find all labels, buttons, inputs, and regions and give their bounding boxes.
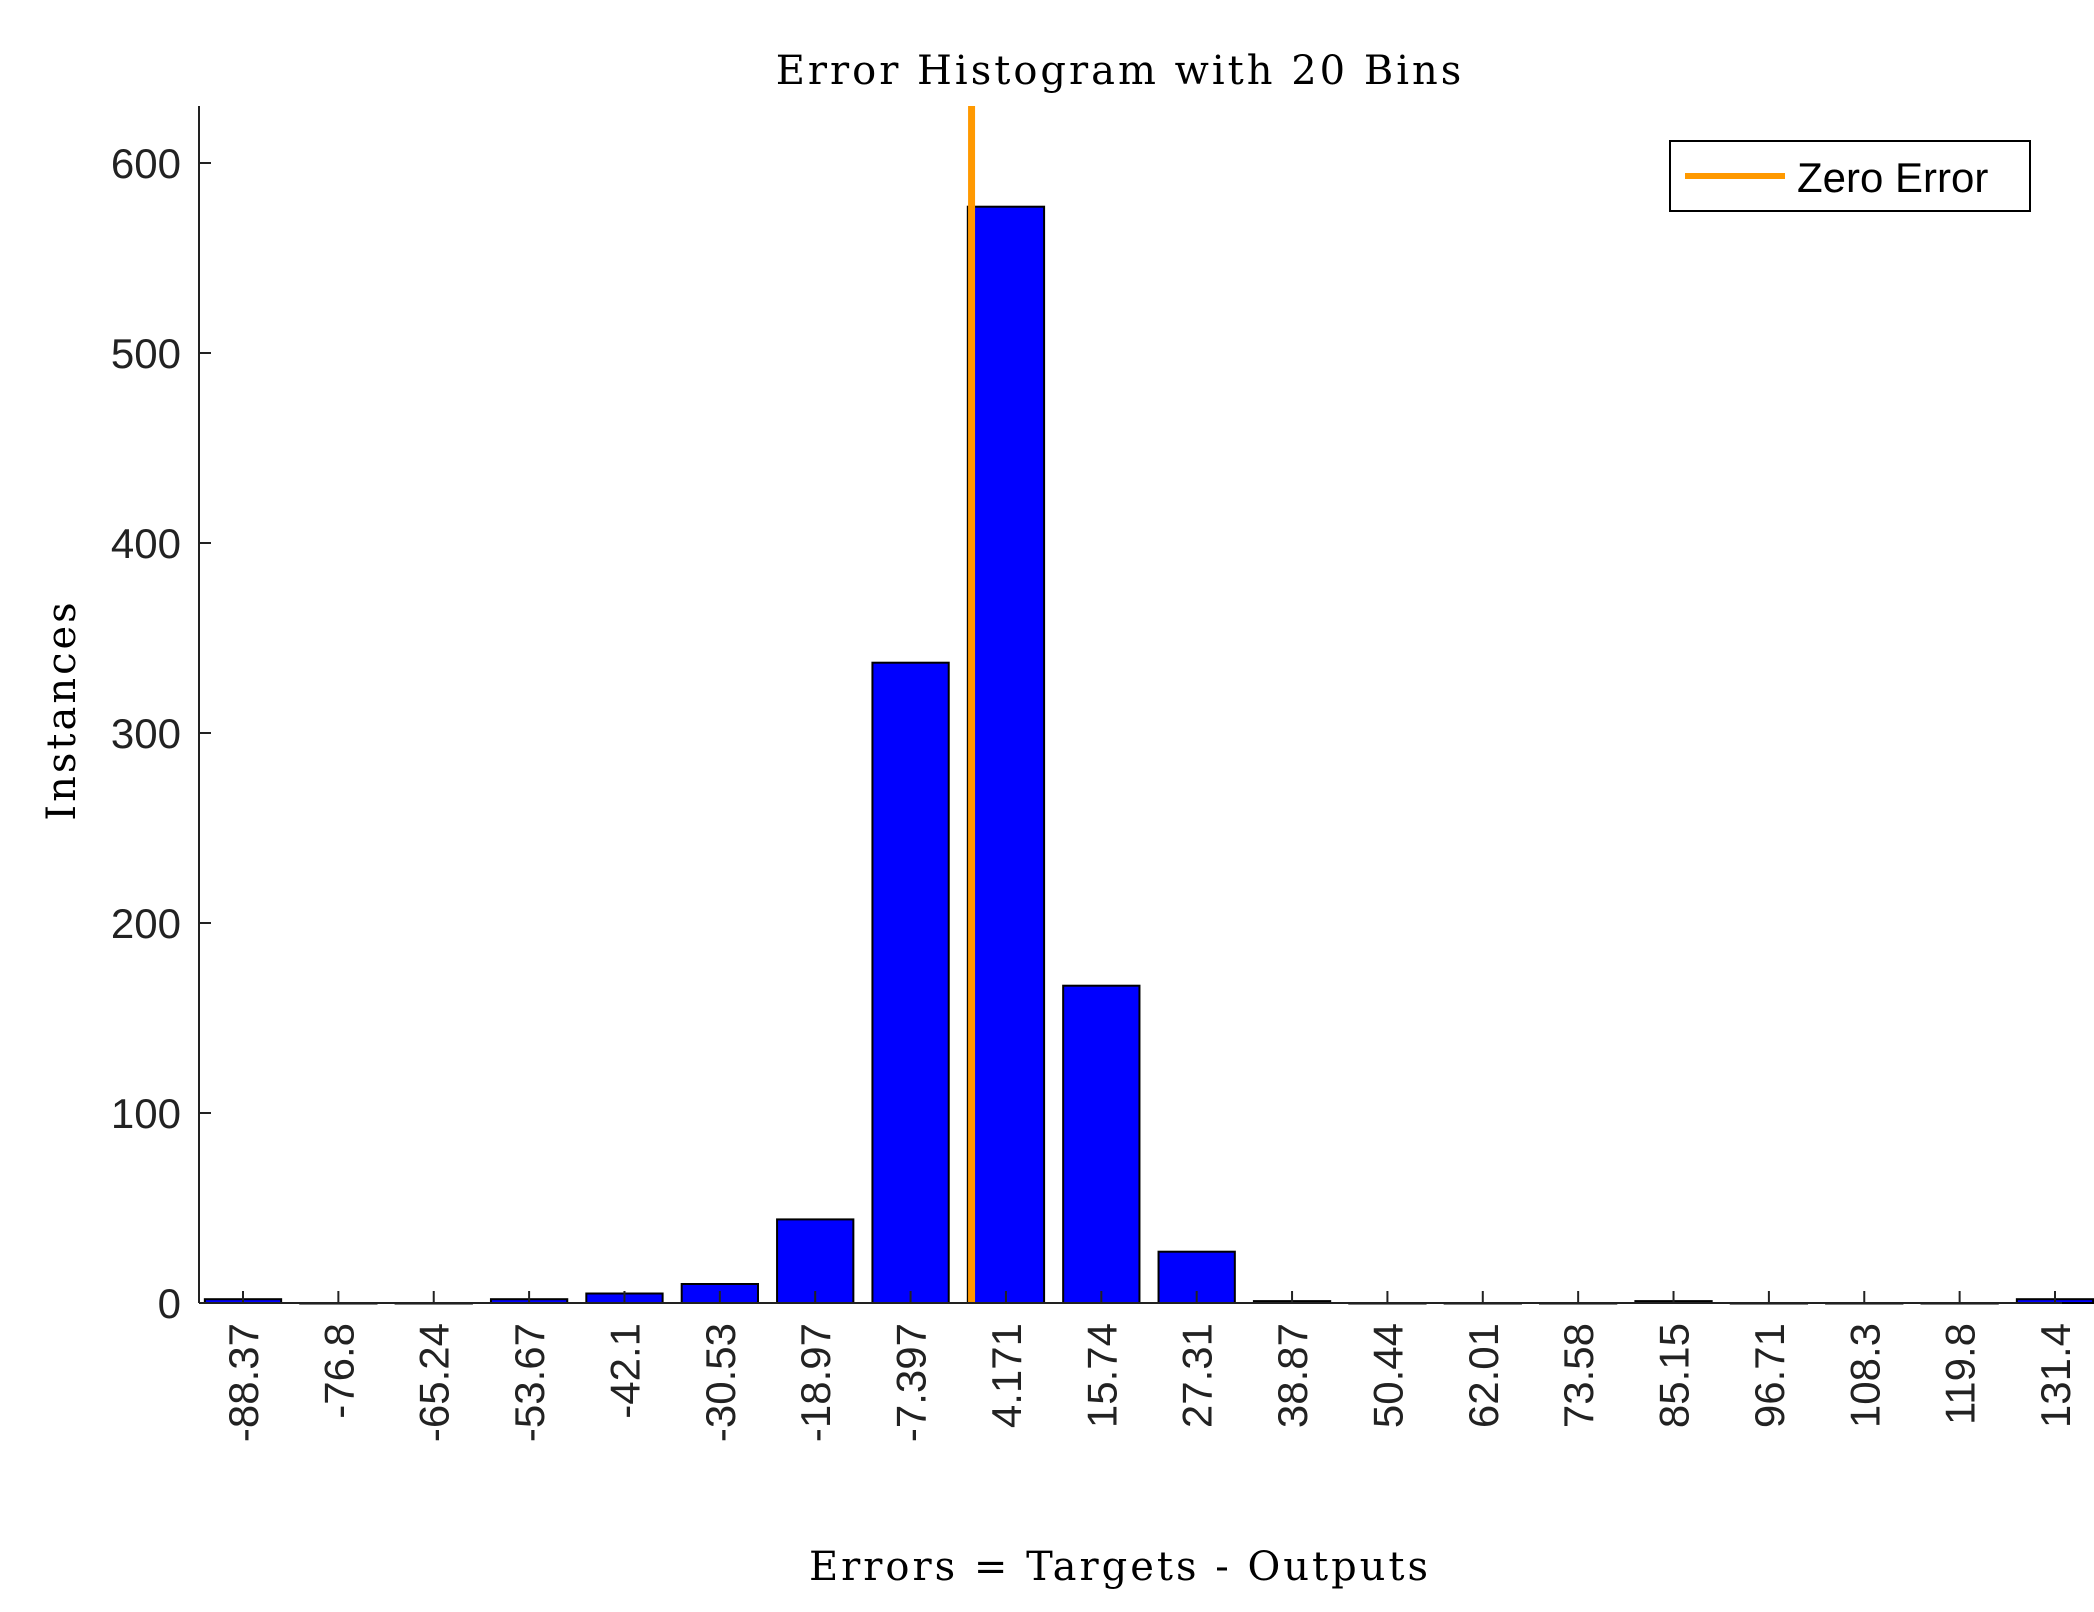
x-tick-label: 119.8: [1937, 1323, 1984, 1425]
x-tick-label: 131.4: [2032, 1323, 2079, 1428]
x-tick-label: -7.397: [888, 1323, 935, 1442]
x-tick-label: -30.53: [697, 1323, 744, 1442]
x-tick-label: 62.01: [1460, 1323, 1507, 1428]
x-tick-label: 73.58: [1555, 1323, 1602, 1428]
y-tick-label: 300: [111, 710, 181, 757]
x-axis-label: Errors = Targets - Outputs: [809, 1544, 1431, 1590]
x-tick-label: -76.8: [315, 1323, 362, 1419]
x-tick-label: 96.71: [1746, 1323, 1793, 1428]
y-tick-label: 600: [111, 140, 181, 187]
x-tick-label: 27.31: [1174, 1323, 1221, 1428]
x-tick-label: 108.3: [1841, 1323, 1888, 1428]
y-tick-label: 500: [111, 330, 181, 377]
x-tick-label: -88.37: [220, 1323, 267, 1442]
x-tick-label: 15.74: [1078, 1323, 1125, 1428]
y-ticks-group: 0 100 200 300 400 500 600: [111, 140, 211, 1327]
x-tick-label: -18.97: [792, 1323, 839, 1442]
histogram-bar: [1062, 984, 1141, 1304]
y-axis-label: Instances: [39, 599, 85, 820]
x-tick-label: -65.24: [411, 1323, 458, 1442]
y-tick-label: 400: [111, 520, 181, 567]
x-tick-label: 50.44: [1364, 1323, 1411, 1428]
x-ticks-group: -88.37 -76.8 -65.24 -53.67 -42.1 -30.53 -18.97…: [220, 1291, 2079, 1442]
legend: Zero Error: [1669, 140, 2031, 212]
bars-group: [203, 205, 2094, 1305]
legend-zero-error-label: Zero Error: [1797, 154, 1988, 201]
x-tick-label: -53.67: [506, 1323, 553, 1442]
x-tick-label: 4.171: [983, 1323, 1030, 1428]
x-tick-label: 85.15: [1651, 1323, 1698, 1428]
y-tick-label: 200: [111, 900, 181, 947]
y-tick-label: 0: [158, 1280, 181, 1327]
histogram-bar: [871, 661, 950, 1304]
histogram-bar: [776, 1218, 855, 1305]
histogram-bar: [966, 205, 1046, 1305]
x-tick-label: 38.87: [1269, 1323, 1316, 1428]
chart-title: Error Histogram with 20 Bins: [776, 48, 1465, 94]
y-tick-label: 100: [111, 1090, 181, 1137]
x-tick-label: -42.1: [601, 1323, 648, 1419]
